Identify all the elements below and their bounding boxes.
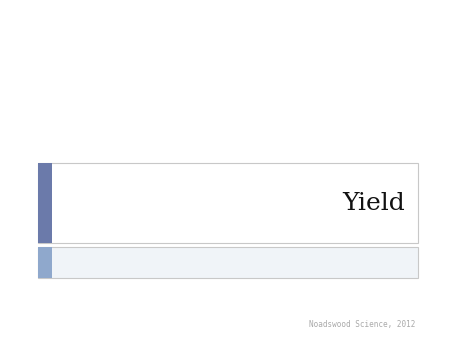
Text: Yield: Yield bbox=[342, 192, 405, 215]
Bar bbox=[38, 247, 52, 278]
Bar bbox=[38, 247, 418, 278]
Bar bbox=[38, 163, 52, 243]
Text: Noadswood Science, 2012: Noadswood Science, 2012 bbox=[309, 320, 415, 330]
Bar bbox=[38, 163, 418, 243]
